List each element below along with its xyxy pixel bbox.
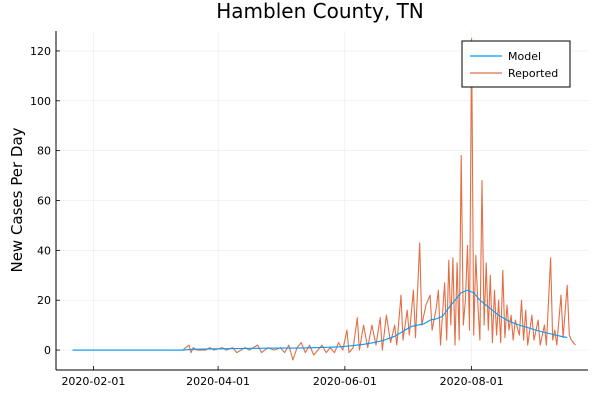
x-tick-label: 2020-04-01 xyxy=(186,375,250,388)
x-tick-label: 2020-08-01 xyxy=(440,375,504,388)
legend-label-reported: Reported xyxy=(508,67,558,80)
y-tick-label: 40 xyxy=(37,244,51,257)
series-line-reported xyxy=(72,37,576,361)
y-axis-ticks: 0 20 40 60 80 100 120 xyxy=(30,45,60,357)
x-axis-ticks: 2020-02-01 2020-04-01 2020-06-01 2020-08-01 xyxy=(61,366,504,388)
y-tick-label: 0 xyxy=(44,344,51,357)
x-tick-label: 2020-02-01 xyxy=(61,375,125,388)
y-tick-label: 120 xyxy=(30,45,51,58)
series-line-model xyxy=(72,289,568,351)
legend-box xyxy=(461,40,571,88)
y-axis-title: New Cases Per Day xyxy=(8,127,26,272)
series-layer xyxy=(72,37,576,361)
y-tick-label: 60 xyxy=(37,195,51,208)
y-tick-label: 80 xyxy=(37,145,51,158)
legend-label-model: Model xyxy=(508,50,541,63)
y-tick-label: 20 xyxy=(37,294,51,307)
y-tick-label: 100 xyxy=(30,95,51,108)
chart-title: Hamblen County, TN xyxy=(216,0,424,23)
legend: Model Reported xyxy=(461,40,571,88)
x-tick-label: 2020-06-01 xyxy=(313,375,377,388)
